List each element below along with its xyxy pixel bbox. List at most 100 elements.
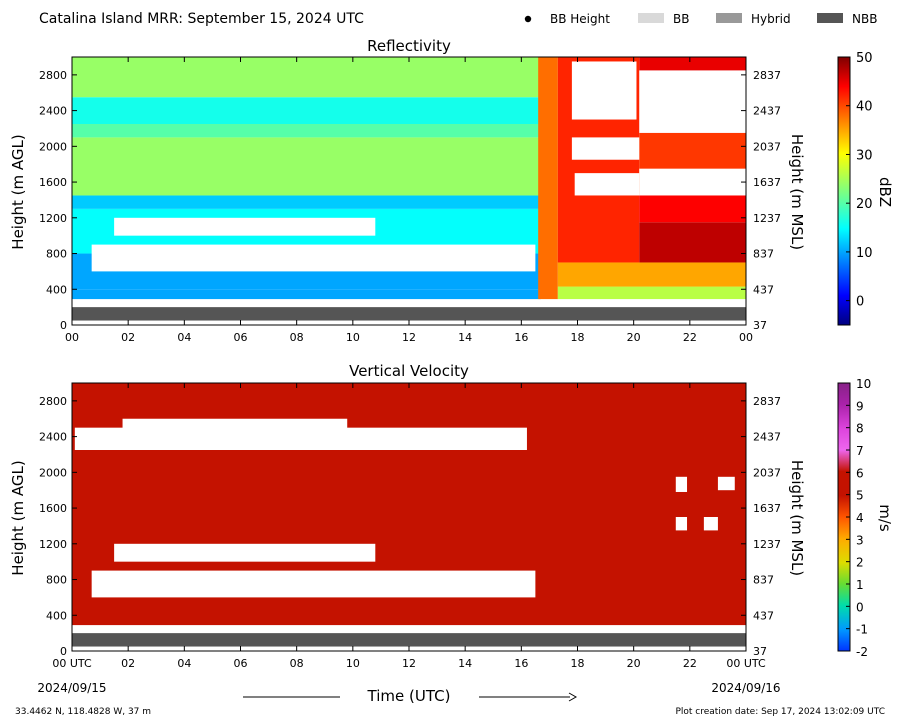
colorbar-tick-label: 20 [856,197,873,212]
colorbar-tick-label: 30 [856,148,873,163]
y-tick-label-right: 1237 [753,538,781,551]
colorbar-scale [837,56,851,326]
colorbar-tick-label: 10 [856,246,873,261]
missing-data-gap-7 [703,517,718,531]
missing-data-gap-1 [114,217,376,236]
x-tick-label: 20 [627,657,641,670]
y-tick-label-right: 1637 [753,502,781,515]
x-tick-label: 16 [514,657,528,670]
data-field-9 [557,286,746,300]
legend-hybrid-label: Hybrid [751,12,791,26]
bb-legend: BB Height BB Hybrid NBB [524,12,877,26]
data-field-10 [557,262,746,287]
location-label: 33.4462 N, 118.4828 W, 37 m [15,707,151,717]
nbb-band [72,307,746,321]
x-tick-label: 08 [290,657,304,670]
data-field-8 [538,57,558,300]
x-tick-label: 06 [234,657,248,670]
reflectivity-plot-area [72,57,746,321]
missing-data-gap-4 [571,137,640,160]
y-tick-label-left: 2400 [39,105,67,118]
velocity-colorbar: -2 -1 0 1 2 3 4 5 6 7 8 9 10 [837,377,871,659]
y-tick-label-left: 400 [46,609,67,622]
colorbar-tick-label: 8 [856,422,864,436]
creation-date-label: Plot creation date: Sep 17, 2024 13:02:0… [675,707,885,717]
y-tick-label-left: 800 [46,574,67,587]
data-field-5 [72,124,541,138]
missing-data-gap-3 [574,173,640,196]
colorbar-tick-label: 1 [856,578,864,592]
x-tick-label: 00 [65,331,79,344]
velocity-colorbar-label: m/s [876,504,894,532]
colorbar-tick-label: 40 [856,100,873,115]
velocity-ylabel-left: Height (m AGL) [9,460,27,575]
velocity-plot-area [72,383,746,647]
velocity-title: Vertical Velocity [349,362,469,380]
velocity-ylabel-right: Height (m MSL) [788,460,806,576]
colorbar-tick-label: 3 [856,533,864,547]
nbb-band [72,633,746,647]
colorbar-tick-label: -1 [856,623,868,637]
reflectivity-axes: 00 02 04 06 08 10 12 14 16 18 20 22 0004008001200160… [39,56,781,344]
y-tick-label-left: 2000 [39,140,67,153]
x-tick-label: 06 [234,331,248,344]
missing-data-gap-5 [639,168,746,196]
data-field-4 [72,137,541,196]
y-tick-label-right: 1637 [753,176,781,189]
data-field-12 [639,222,746,263]
x-tick-label: 14 [458,657,472,670]
x-tick-label: 12 [402,657,416,670]
legend-bb-height-dot [524,15,532,23]
x-tick-label: 00 UTC [726,657,766,670]
colorbar-tick-label: 7 [856,444,864,458]
legend-nbb-label: NBB [852,12,877,26]
x-tick-label: 02 [121,657,135,670]
missing-data-gap-5 [675,476,688,492]
reflectivity-ylabel-right: Height (m MSL) [788,134,806,250]
missing-data-gap-4 [675,517,688,531]
colorbar-tick-label: 10 [856,377,871,391]
y-tick-label-right: 837 [753,574,774,587]
y-tick-label-left: 0 [60,319,67,332]
data-field-6 [72,97,541,124]
y-tick-label-left: 1600 [39,502,67,515]
reflectivity-panel: Reflectivity 00 02 04 06 08 10 12 14 16 18 20 22 000… [9,37,894,344]
data-field-13 [639,195,746,223]
missing-data-gap-2 [571,61,637,120]
missing-data-gap-0 [91,244,536,272]
x-tick-label: 10 [346,657,360,670]
x-axis-label: Time (UTC) [367,687,451,705]
missing-data-gap-6 [717,476,735,491]
x-tick-label: 22 [683,331,697,344]
y-tick-label-right: 2437 [753,105,781,118]
legend-hybrid-patch [716,13,742,23]
colorbar-tick-label: -2 [856,645,868,659]
y-tick-label-right: 2037 [753,140,781,153]
y-tick-label-right: 37 [753,319,767,332]
y-tick-label-right: 1237 [753,212,781,225]
x-tick-label: 16 [514,331,528,344]
legend-bb-patch [638,13,664,23]
y-tick-label-right: 2837 [753,69,781,82]
missing-data-gap-6 [639,70,746,133]
x-tick-label: 12 [402,331,416,344]
figure-title: Catalina Island MRR: September 15, 2024 … [39,11,364,27]
missing-data-gap-0 [91,570,536,598]
x-tick-label: 20 [627,331,641,344]
y-tick-label-right: 2037 [753,466,781,479]
y-tick-label-left: 2800 [39,395,67,408]
x-tick-label: 00 [739,331,753,344]
y-tick-label-left: 1200 [39,538,67,551]
y-tick-label-right: 37 [753,645,767,658]
y-tick-label-right: 437 [753,283,774,296]
y-tick-label-right: 837 [753,248,774,261]
colorbar-tick-label: 5 [856,489,864,503]
x-tick-label: 18 [571,657,585,670]
data-field-15 [639,132,746,174]
legend-bb-height-label: BB Height [550,12,610,26]
y-tick-label-left: 800 [46,248,67,261]
y-tick-label-left: 2000 [39,466,67,479]
y-tick-label-left: 2400 [39,431,67,444]
velocity-axes: 00 UTC 02 04 06 08 10 12 14 16 18 20 22 00 UTC040080… [39,382,781,670]
